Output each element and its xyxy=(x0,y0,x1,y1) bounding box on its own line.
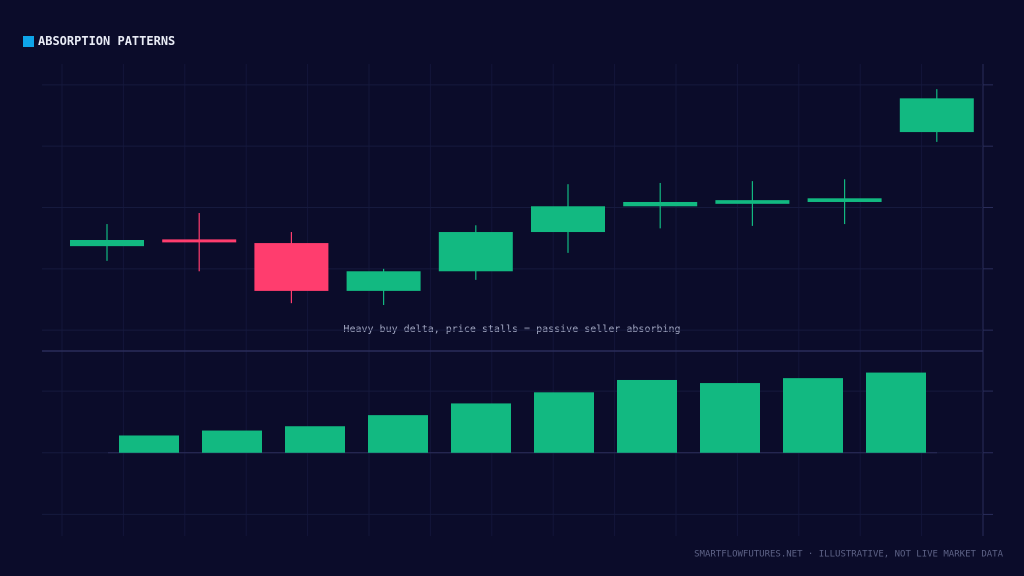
candle-body xyxy=(70,240,144,247)
candle-body xyxy=(438,232,513,272)
delta-bar xyxy=(866,372,926,453)
delta-bar xyxy=(534,392,594,453)
candle-body xyxy=(715,200,790,204)
candle-body xyxy=(162,239,237,243)
delta-bar xyxy=(783,378,843,453)
delta-bar xyxy=(119,435,179,453)
delta-bar xyxy=(617,379,677,453)
title-marker xyxy=(23,36,34,47)
candle-body xyxy=(254,243,329,291)
candle-body xyxy=(346,271,421,291)
candle-body xyxy=(623,201,698,207)
footer: SMARTFLOWFUTURES.NET · ILLUSTRATIVE, NOT… xyxy=(694,550,1003,560)
annotation: Heavy buy delta, price stalls = passive … xyxy=(343,324,680,335)
delta-bar xyxy=(285,426,345,453)
delta-bar xyxy=(202,430,262,453)
candle-body xyxy=(531,206,605,233)
delta-bar xyxy=(368,415,428,453)
vertical-grid xyxy=(61,64,984,536)
chart-title: ABSORPTION PATTERNS xyxy=(38,34,175,48)
candle-body xyxy=(899,98,974,133)
delta-bar xyxy=(700,383,760,453)
delta-bar xyxy=(451,403,511,453)
candle-body xyxy=(807,198,882,202)
